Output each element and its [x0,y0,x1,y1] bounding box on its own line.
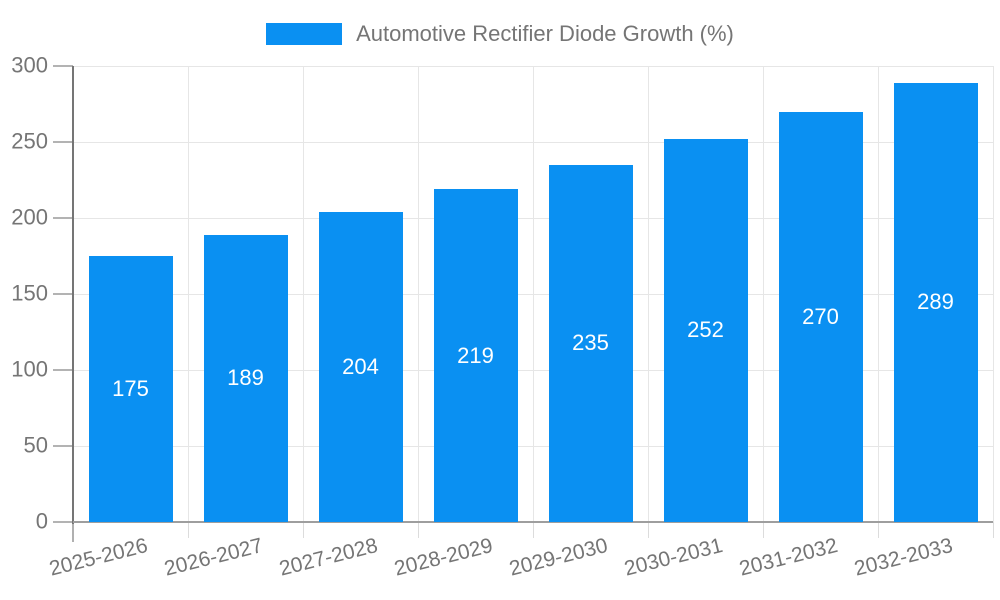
x-tick-mark [992,522,994,538]
bar[interactable]: 204 [318,211,403,522]
bar[interactable]: 189 [203,234,288,522]
x-axis-line [73,521,993,523]
bar-value-label: 252 [687,317,724,343]
gridline-vertical [762,66,764,522]
gridline-vertical [417,66,419,522]
bar[interactable]: 252 [663,138,748,522]
x-tick-mark [417,522,419,538]
x-axis-stub [72,522,74,542]
bar-value-label: 175 [112,376,149,401]
y-tick-label: 300 [11,52,48,78]
bar[interactable]: 270 [778,111,863,522]
x-tick-mark [647,522,649,538]
chart-legend[interactable]: Automotive Rectifier Diode Growth (%) [0,16,1000,52]
y-axis-line [72,66,74,524]
bar[interactable]: 289 [893,82,978,522]
y-tick-mark [53,293,73,295]
gridline-vertical [532,66,534,522]
gridline-vertical [302,66,304,522]
legend-swatch [266,23,343,45]
x-tick-label: 2026-2027 [162,534,266,581]
bar-value-label: 204 [342,353,379,379]
gridline-vertical [877,66,879,522]
y-tick-mark [53,65,73,67]
y-tick-label: 150 [11,280,48,306]
y-tick-mark [53,217,73,219]
x-tick-mark [532,522,534,538]
y-tick-mark [53,521,73,523]
y-tick-mark [53,445,73,447]
y-tick-mark [53,141,73,143]
x-tick-label: 2030-2031 [622,534,726,581]
gridline-vertical [187,66,189,522]
gridline-vertical [992,66,994,522]
x-tick-mark [302,522,304,538]
legend-label: Automotive Rectifier Diode Growth (%) [356,21,734,46]
bar-value-label: 219 [457,342,494,368]
x-tick-mark [762,522,764,538]
bar[interactable]: 219 [433,189,518,522]
bar-value-label: 235 [572,330,609,356]
y-tick-label: 0 [35,508,48,534]
y-tick-label: 250 [11,128,48,154]
x-tick-label: 2025-2026 [47,534,151,581]
bar[interactable]: 175 [88,256,173,522]
y-tick-label: 200 [11,204,48,230]
bar-value-label: 189 [227,365,264,391]
x-tick-mark [187,522,189,538]
y-tick-label: 50 [23,432,48,458]
x-tick-label: 2027-2028 [277,534,381,581]
gridline-vertical [647,66,649,522]
x-tick-label: 2028-2029 [392,534,496,581]
bar[interactable]: 235 [548,164,633,522]
x-tick-label: 2032-2033 [852,534,956,581]
x-tick-label: 2029-2030 [507,534,611,581]
x-tick-mark [877,522,879,538]
y-tick-label: 100 [11,356,48,382]
bar-value-label: 289 [917,289,954,315]
x-tick-label: 2031-2032 [737,534,841,581]
y-tick-mark [53,369,73,371]
bar-value-label: 270 [802,303,839,329]
